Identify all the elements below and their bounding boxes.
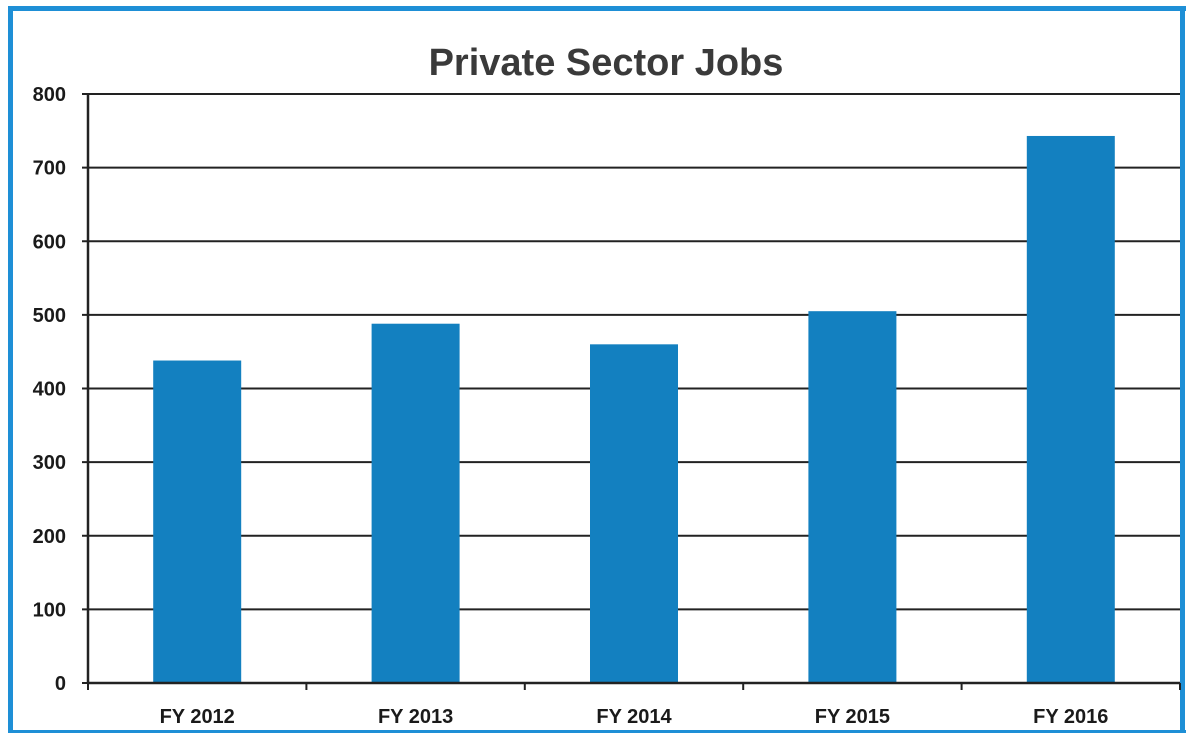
bar-fy-2015 bbox=[808, 311, 897, 683]
y-tick-label: 800 bbox=[33, 84, 66, 106]
x-tick-label: FY 2012 bbox=[160, 706, 235, 728]
bar-fy-2013 bbox=[371, 323, 460, 683]
frame-border-left bbox=[8, 6, 13, 733]
y-tick-label: 100 bbox=[33, 599, 66, 621]
y-tick-label: 600 bbox=[33, 231, 66, 253]
bar-fy-2014 bbox=[590, 344, 678, 683]
x-tick-label: FY 2015 bbox=[815, 706, 890, 728]
axes bbox=[82, 93, 1181, 690]
bars bbox=[153, 135, 1115, 683]
bar-fy-2016 bbox=[1026, 135, 1115, 683]
y-tick-label: 0 bbox=[55, 673, 66, 695]
x-tick-label: FY 2013 bbox=[378, 706, 453, 728]
chart-title: Private Sector Jobs bbox=[429, 42, 784, 84]
frame-border-bottom bbox=[8, 730, 1186, 733]
y-tick-label: 400 bbox=[33, 379, 66, 401]
y-tick-label: 700 bbox=[33, 158, 66, 180]
x-tick-label: FY 2014 bbox=[596, 706, 672, 728]
y-tick-label: 300 bbox=[33, 452, 66, 474]
x-tick-labels: FY 2012 FY 2013 FY 2014 FY 2015 FY 2016 bbox=[160, 706, 1109, 728]
x-tick-label: FY 2016 bbox=[1033, 706, 1108, 728]
bar-fy-2012 bbox=[153, 360, 242, 683]
gridlines bbox=[88, 93, 1180, 611]
frame-border-top bbox=[8, 6, 1186, 11]
y-tick-label: 200 bbox=[33, 526, 66, 548]
y-tick-labels: 0 100 200 300 400 500 600 700 800 bbox=[33, 84, 66, 695]
y-tick-label: 500 bbox=[33, 305, 66, 327]
frame-border-right bbox=[1180, 6, 1185, 733]
